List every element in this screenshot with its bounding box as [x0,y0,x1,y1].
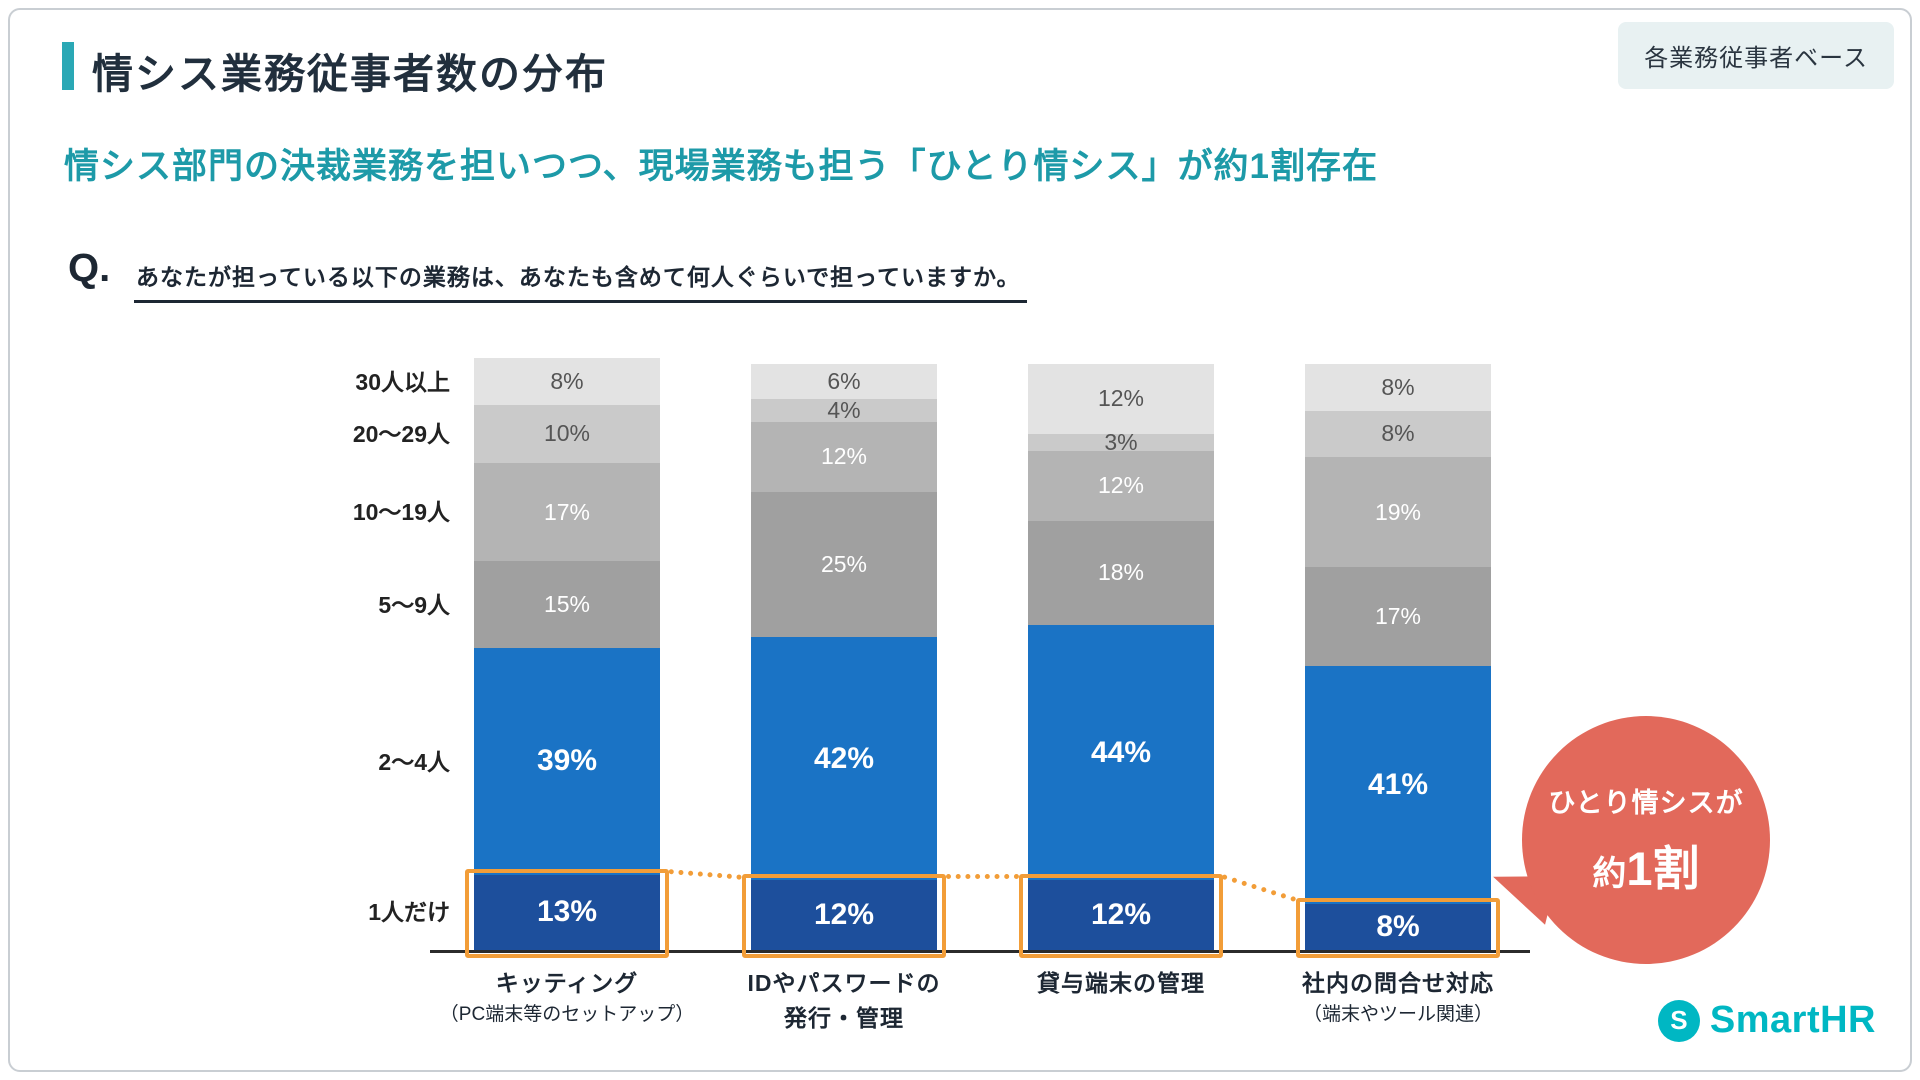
category-label: キッティング （PC端末等のセットアップ） [424,966,710,1029]
bar-segment: 41% [1305,665,1491,904]
bar-segment: 8% [474,358,660,405]
y-axis-label: 10〜19人 [352,499,450,526]
y-axis-label: 20〜29人 [352,420,450,447]
category-sublabel: （端末やツール関連） [1302,1003,1493,1025]
bar-segment: 10% [474,404,660,463]
callout-amount: 1割 [1626,842,1700,895]
bar-segment: 12% [1028,451,1214,521]
bar-segment: 12% [1028,364,1214,434]
y-axis-label: 30人以上 [355,368,450,395]
bar-segment: 44% [1028,625,1214,881]
y-axis-label: 2〜4人 [378,748,450,775]
category-label-line1: 社内の問合せ対応 [1302,970,1494,996]
bar-segment: 15% [474,561,660,649]
highlight-connector [1221,874,1296,903]
bar-segment: 12% [1028,880,1214,950]
category-label-line1: IDやパスワードの [747,970,941,996]
highlight-connector [946,874,1019,880]
base-note-badge: 各業務従事者ベース [1618,22,1894,89]
bar-segment: 8% [1305,364,1491,411]
highlight-connector [668,868,742,880]
title-accent-bar [62,42,74,90]
question-text: あなたが担っている以下の業務は、あなたも含めて何人ぐらいで担っていますか。 [134,258,1027,303]
bar-segment: 3% [1028,430,1214,454]
bar-segment: 17% [474,462,660,562]
category-sublabel: （PC端末等のセットアップ） [439,1003,695,1025]
key-message: 情シス部門の決裁業務を担いつつ、現場業務も担う「ひとり情シス」が約1割存在 [64,147,1379,186]
bar-segment: 13% [474,874,660,950]
smarthr-logo-icon: S [1657,999,1700,1042]
callout-emphasis: 約 1割 [1592,830,1699,899]
slide: 情シス業務従事者数の分布 各業務従事者ベース 情シス部門の決裁業務を担いつつ、現… [8,8,1912,1072]
smarthr-logo: S SmartHR [1657,999,1876,1042]
page-title: 情シス業務従事者数の分布 [92,51,608,97]
bar-segment: 18% [1028,520,1214,626]
category-label: IDやパスワードの 発行・管理 [701,966,987,1035]
bar-segment: 8% [1305,410,1491,457]
callout-bubble: ひとり情シスが 約 1割 [1522,716,1770,964]
bar-segment: 17% [1305,567,1491,666]
y-axis-label: 5〜9人 [378,591,450,618]
category-label: 貸与端末の管理 [978,966,1264,1001]
bar-segment: 12% [751,880,937,950]
highlight-box [1019,874,1223,958]
bar-segment: 4% [751,399,937,423]
highlight-box [742,874,946,958]
highlight-box [465,868,669,958]
bar-segment: 12% [751,422,937,492]
bar-segment: 8% [1305,903,1491,950]
question-prefix: Q. [68,246,111,290]
callout-text: ひとり情シスが [1548,788,1744,818]
category-label: 社内の問合せ対応 （端末やツール関連） [1255,966,1541,1029]
bar-segment: 39% [474,648,660,875]
smarthr-logo-text: SmartHR [1709,999,1876,1041]
highlight-box [1296,897,1500,958]
category-label-line1: 貸与端末の管理 [1037,970,1205,996]
y-axis-label: 1人だけ [368,899,450,926]
bar-segment: 6% [751,364,937,399]
bar-segment: 19% [1305,457,1491,568]
category-label-line2: 発行・管理 [784,1004,904,1031]
bar-segment: 25% [751,491,937,637]
category-label-line1: キッティング [495,970,639,996]
callout-approx: 約 [1592,855,1627,893]
bar-segment: 42% [751,636,937,881]
stacked-bar-chart: 1人だけ 2〜4人 5〜9人 10〜19人 20〜29人 30人以上 13% 39% 15% 17… [290,340,1570,1070]
x-axis-line [430,950,1530,953]
